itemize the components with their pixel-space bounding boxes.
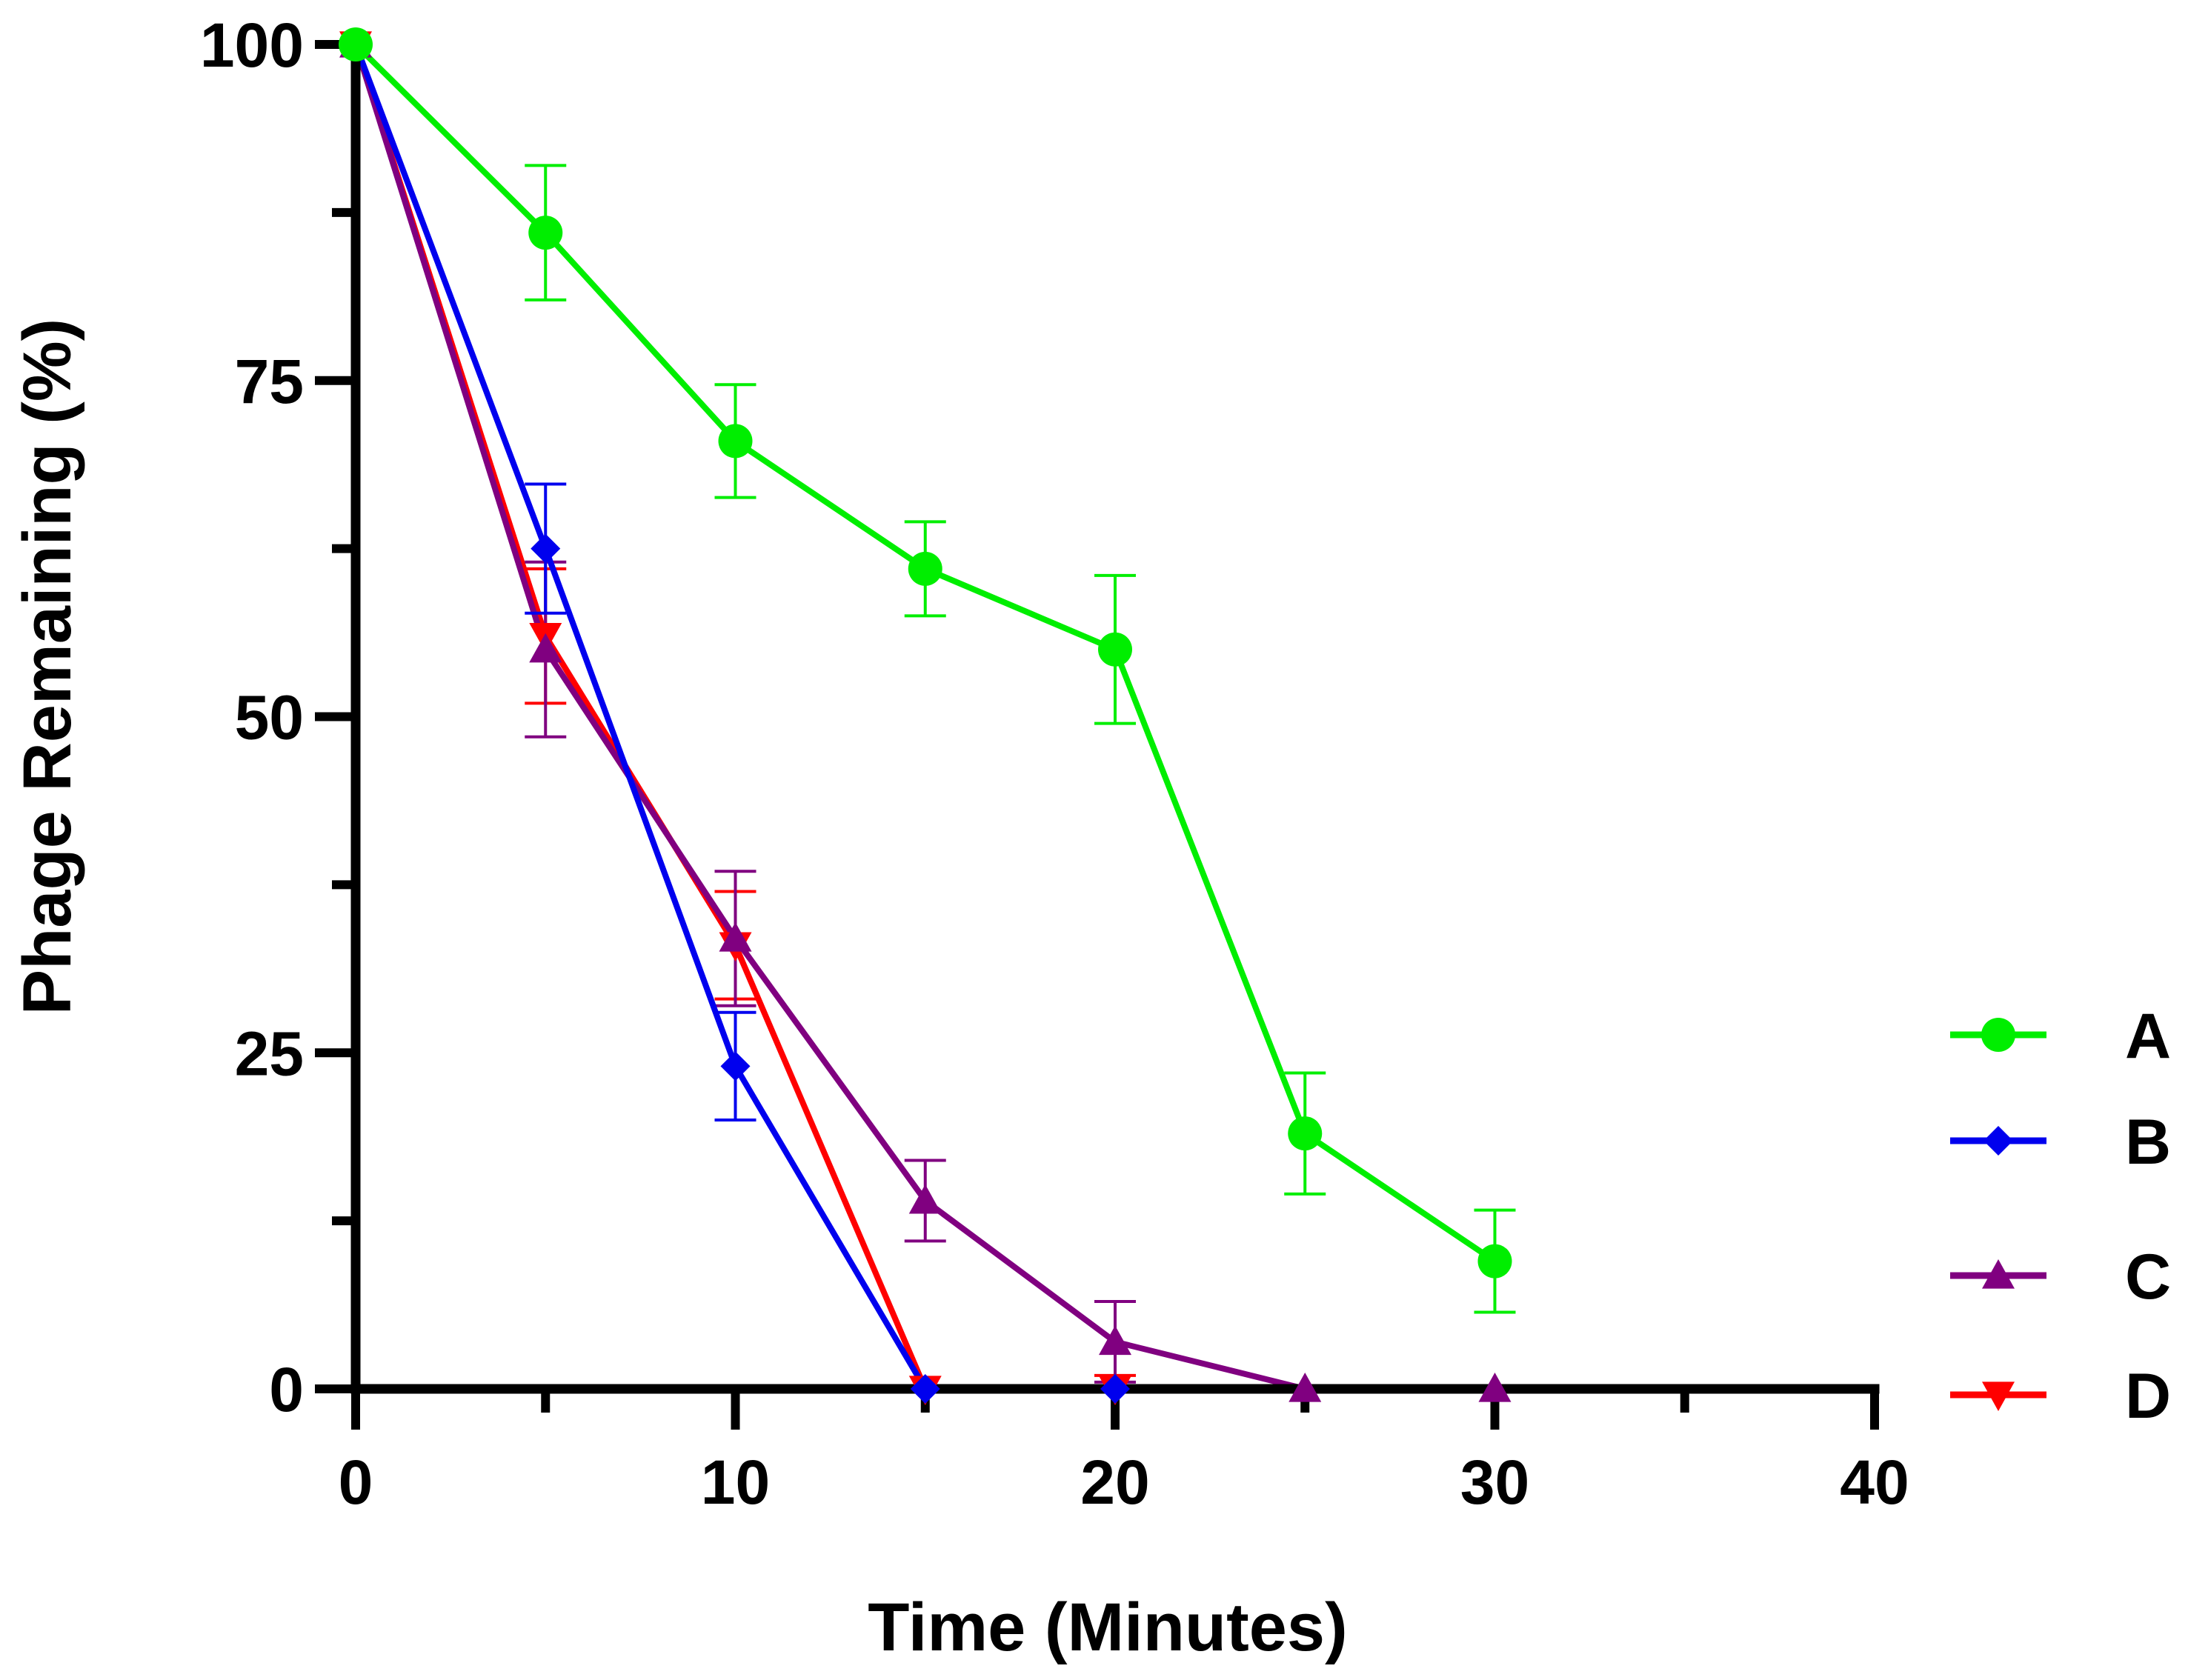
x-axis-title: Time (Minutes)	[868, 1590, 1347, 1665]
legend-item-d: D	[1950, 1361, 2171, 1432]
data-point-b	[910, 1374, 940, 1404]
legend-marker-d	[1982, 1381, 2015, 1411]
legend-marker-b	[1983, 1126, 2013, 1156]
legend-label-b: B	[2125, 1107, 2171, 1178]
data-point-a	[1098, 632, 1132, 667]
legend-label-a: A	[2125, 1001, 2171, 1072]
markers-layer	[339, 27, 1512, 1405]
data-point-a	[908, 551, 942, 586]
data-point-a	[1477, 1244, 1512, 1279]
legend-item-b: B	[1950, 1107, 2171, 1178]
data-point-c	[1288, 1373, 1322, 1402]
legend-label-d: D	[2125, 1361, 2171, 1432]
y-tick-label: 100	[200, 10, 304, 80]
legend-marker-a	[1981, 1018, 2015, 1052]
data-point-a	[528, 216, 563, 250]
data-point-a	[1288, 1116, 1323, 1151]
data-point-a	[718, 424, 753, 459]
data-point-a	[339, 27, 373, 61]
x-tick-label: 20	[1080, 1447, 1149, 1517]
y-tick-label: 75	[235, 347, 304, 416]
y-tick-label: 25	[235, 1019, 304, 1088]
data-point-b	[720, 1051, 751, 1081]
data-point-b	[531, 533, 561, 564]
data-point-c	[529, 633, 562, 663]
series-line-b	[353, 43, 1115, 1392]
data-point-c	[1099, 1325, 1131, 1356]
x-tick-label: 30	[1460, 1447, 1529, 1517]
y-axis-title: Phage Remaining (%)	[10, 319, 85, 1016]
data-point-c	[719, 921, 752, 952]
legend-item-a: A	[1950, 1001, 2171, 1072]
x-tick-label: 0	[339, 1447, 373, 1517]
legend-label-c: C	[2125, 1241, 2171, 1313]
x-tick-label: 10	[701, 1447, 770, 1517]
y-tick-label: 0	[269, 1355, 304, 1424]
legend-marker-c	[1982, 1259, 2015, 1289]
data-point-c	[1478, 1373, 1512, 1402]
y-tick-label: 50	[235, 683, 304, 753]
series-line-a	[353, 42, 1497, 1264]
axes: 0 25 50 75 100 0 10 20 30 40	[200, 10, 1909, 1517]
data-point-c	[908, 1184, 942, 1214]
legend-item-c: C	[1950, 1241, 2171, 1313]
series-layer	[353, 42, 1516, 1392]
data-point-b	[1100, 1374, 1130, 1404]
x-tick-label: 40	[1840, 1447, 1909, 1517]
series-line-d	[353, 43, 1115, 1392]
